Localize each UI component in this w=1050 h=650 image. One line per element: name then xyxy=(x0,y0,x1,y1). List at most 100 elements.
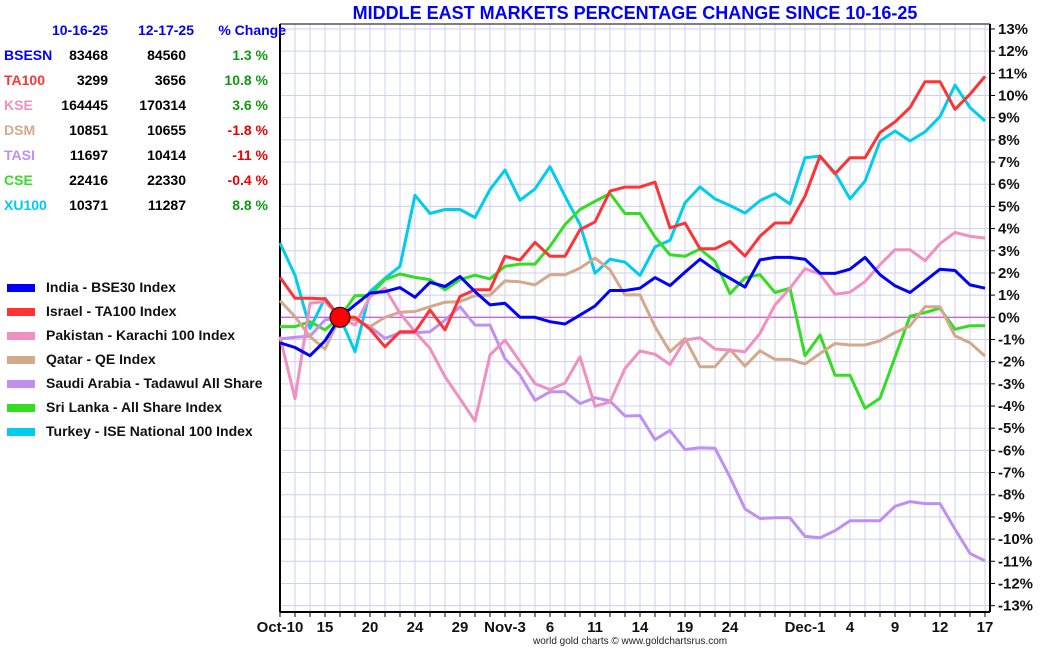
x-tick-label: 17 xyxy=(977,619,994,636)
series-line-turkey xyxy=(278,83,987,354)
y-tick-label: 5% xyxy=(998,198,1020,215)
header-change: % Change xyxy=(218,22,286,38)
x-tick-label: 24 xyxy=(407,619,424,636)
end-value: 84560 xyxy=(147,47,186,63)
table-row: CSE 22416 22330 -0.4 % xyxy=(0,172,290,192)
legend-swatch xyxy=(7,380,35,388)
percent-change: -11 % xyxy=(232,147,268,163)
end-value: 10414 xyxy=(147,147,186,163)
legend-label: Israel - TA100 Index xyxy=(46,303,177,319)
y-tick-label: 9% xyxy=(998,110,1020,127)
percent-change: 10.8 % xyxy=(224,72,268,88)
y-tick-label: 1% xyxy=(998,287,1020,304)
x-tick-label: 14 xyxy=(632,619,649,636)
legend-label: Sri Lanka - All Share Index xyxy=(46,399,223,415)
copyright-footer: world gold charts © www.goldchartsrus.co… xyxy=(533,636,728,647)
start-value: 22416 xyxy=(69,172,108,188)
legend-item: Pakistan - Karachi 100 Index xyxy=(7,327,287,347)
index-code: TASI xyxy=(4,147,35,163)
table-row: DSM 10851 10655 -1.8 % xyxy=(0,122,290,142)
start-value: 3299 xyxy=(76,72,108,88)
y-tick-label: 12% xyxy=(998,43,1028,60)
legend-swatch xyxy=(7,332,35,340)
baseline-marker xyxy=(329,306,351,328)
index-code: CSE xyxy=(4,172,33,188)
y-tick-label: -3% xyxy=(998,376,1025,393)
x-tick-label: 6 xyxy=(546,619,554,636)
x-tick-label: 20 xyxy=(362,619,379,636)
series-line-pakistan xyxy=(278,230,986,423)
x-tick-label: 12 xyxy=(932,619,949,636)
percent-change: 8.8 % xyxy=(232,197,268,213)
legend-label: Pakistan - Karachi 100 Index xyxy=(46,327,236,343)
legend-item: Turkey - ISE National 100 Index xyxy=(7,423,287,443)
table-row: KSE 164445 170314 3.6 % xyxy=(0,97,290,117)
index-code: TA100 xyxy=(4,72,45,88)
y-tick-label: 2% xyxy=(998,265,1020,282)
legend-item: India - BSE30 Index xyxy=(7,279,287,299)
end-value: 22330 xyxy=(147,172,186,188)
start-value: 164445 xyxy=(61,97,108,113)
x-tick-label: 29 xyxy=(452,619,469,636)
index-code: KSE xyxy=(4,97,33,113)
legend-label: Qatar - QE Index xyxy=(46,351,156,367)
y-tick-label: 10% xyxy=(998,88,1028,105)
table-header: 10-16-25 12-17-25 % Change xyxy=(0,22,290,42)
legend-swatch xyxy=(7,284,35,292)
legend-label: Saudi Arabia - Tadawul All Share xyxy=(46,375,263,391)
start-value: 10371 xyxy=(69,197,108,213)
percent-change: 3.6 % xyxy=(232,97,268,113)
index-code: XU100 xyxy=(4,197,47,213)
series-line-sri xyxy=(280,192,985,410)
y-tick-label: -4% xyxy=(998,398,1025,415)
legend-item: Saudi Arabia - Tadawul All Share xyxy=(7,375,287,395)
y-tick-label: 13% xyxy=(998,21,1028,38)
y-tick-label: -11% xyxy=(998,553,1032,570)
y-tick-label: 3% xyxy=(998,243,1020,260)
index-code: DSM xyxy=(4,122,36,138)
x-tick-label: 24 xyxy=(722,619,739,636)
header-start-date: 10-16-25 xyxy=(51,22,108,38)
legend-swatch xyxy=(7,308,35,316)
end-value: 170314 xyxy=(139,97,186,113)
y-tick-label: 6% xyxy=(998,176,1020,193)
table-row: BSESN 83468 84560 1.3 % xyxy=(0,47,290,67)
legend-swatch xyxy=(7,356,35,364)
x-tick-label: 11 xyxy=(587,619,603,636)
legend-label: Turkey - ISE National 100 Index xyxy=(46,423,253,439)
x-tick-label: 19 xyxy=(677,619,694,636)
end-value: 10655 xyxy=(147,122,186,138)
y-tick-label: 8% xyxy=(998,132,1020,149)
series-line-israel xyxy=(278,75,987,349)
table-row: TASI 11697 10414 -11 % xyxy=(0,147,290,167)
series-line-qatar xyxy=(278,256,986,369)
y-tick-label: 11% xyxy=(998,65,1027,82)
y-tick-label: -2% xyxy=(998,354,1025,371)
y-tick-label: 7% xyxy=(998,154,1020,171)
x-tick-label: 4 xyxy=(846,619,855,636)
y-tick-label: -6% xyxy=(998,442,1025,459)
y-tick-label: 4% xyxy=(998,221,1020,238)
y-tick-label: -5% xyxy=(998,420,1025,437)
legend-item: Israel - TA100 Index xyxy=(7,303,287,323)
y-tick-label: -7% xyxy=(998,465,1025,482)
percent-change: -1.8 % xyxy=(227,122,268,138)
legend-swatch xyxy=(7,428,35,436)
percent-change: 1.3 % xyxy=(232,47,268,63)
y-tick-label: -12% xyxy=(998,575,1033,592)
y-tick-label: -8% xyxy=(998,487,1025,504)
percent-change: -0.4 % xyxy=(227,172,268,188)
y-tick-label: 0% xyxy=(998,309,1020,326)
y-tick-label: -1% xyxy=(998,331,1025,348)
x-tick-label: Oct-10 xyxy=(257,619,304,636)
legend-label: India - BSE30 Index xyxy=(46,279,176,295)
end-value: 11287 xyxy=(147,197,186,213)
table-row: XU100 10371 11287 8.8 % xyxy=(0,197,290,217)
legend-item: Sri Lanka - All Share Index xyxy=(7,399,287,419)
start-value: 83468 xyxy=(69,47,108,63)
y-tick-label: -10% xyxy=(998,531,1033,548)
legend-swatch xyxy=(7,404,35,412)
end-value: 3656 xyxy=(154,72,186,88)
x-tick-label: Dec-1 xyxy=(785,619,826,636)
